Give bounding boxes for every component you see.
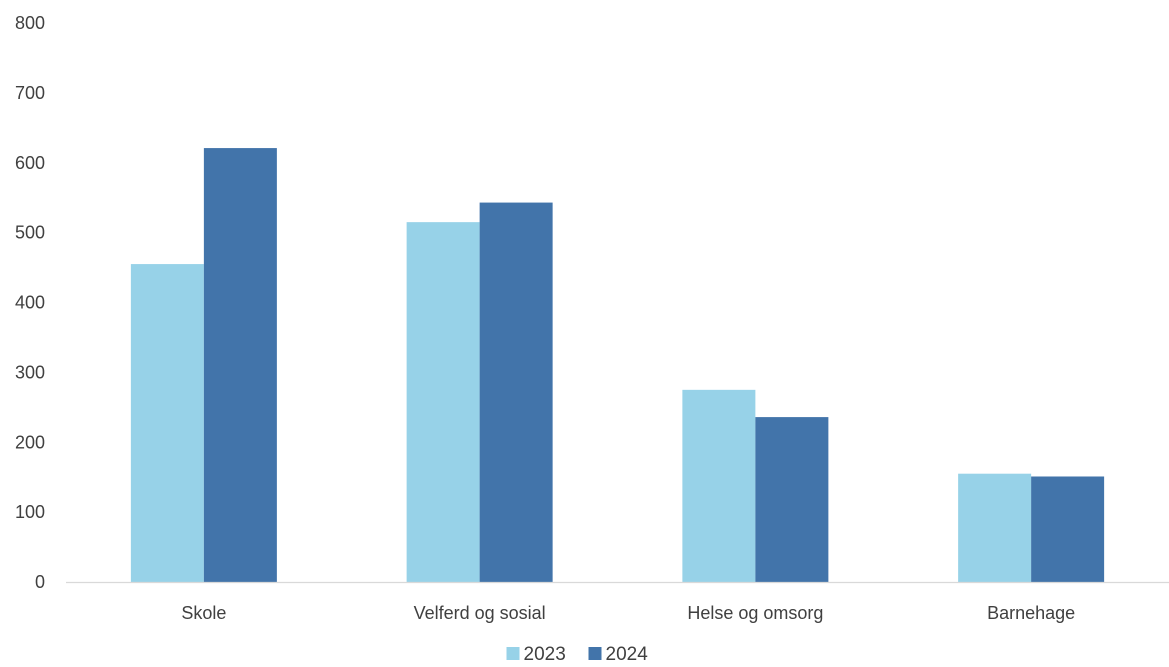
y-tick-label: 700 [15,83,45,103]
bar-2024-3 [1031,476,1105,582]
x-axis-category-labels: Skole Velferd og sosial Helse og omsorg Bar… [181,603,1075,623]
x-category-label: Velferd og sosial [414,603,546,623]
y-tick-label: 800 [15,13,45,33]
legend-swatch-2024 [588,647,602,660]
y-tick-label: 600 [15,153,45,173]
bar-2023-0 [130,264,204,582]
y-tick-label: 200 [15,432,45,452]
bar-2023-1 [406,222,480,583]
x-category-label: Helse og omsorg [687,603,823,623]
bar-2023-2 [682,389,756,582]
y-tick-label: 100 [15,502,45,522]
y-axis-tick-labels: 0 100 200 300 400 500 600 700 800 [15,13,45,592]
legend-label: 2024 [606,644,649,662]
x-category-label: Barnehage [987,603,1075,623]
y-tick-label: 0 [35,572,45,592]
bar-2024-2 [755,417,829,582]
x-category-label: Skole [181,603,226,623]
legend-label: 2023 [524,644,566,662]
y-tick-label: 500 [15,223,45,243]
y-tick-label: 300 [15,362,45,382]
legend-swatch-2023 [506,647,520,660]
bar-2024-0 [203,148,277,583]
bar-2023-3 [958,473,1032,582]
y-tick-label: 400 [15,293,45,313]
legend: 2023 2024 [506,644,649,665]
bar-2024-1 [479,202,553,583]
bars-group [130,148,1105,583]
